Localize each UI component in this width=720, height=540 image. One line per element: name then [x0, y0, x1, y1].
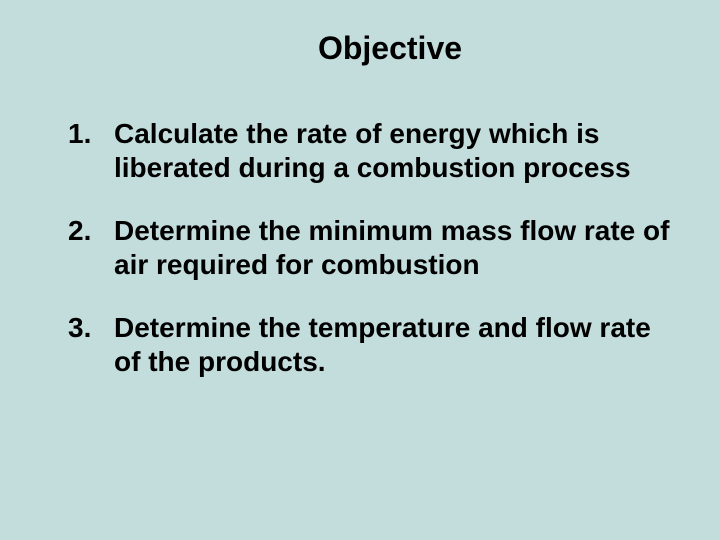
slide: Objective Calculate the rate of energy w…: [0, 0, 720, 540]
objective-list: Calculate the rate of energy which is li…: [40, 117, 680, 379]
list-item: Determine the temperature and flow rate …: [40, 311, 680, 378]
list-item: Calculate the rate of energy which is li…: [40, 117, 680, 184]
slide-title: Objective: [40, 30, 680, 67]
list-item: Determine the minimum mass flow rate of …: [40, 214, 680, 281]
